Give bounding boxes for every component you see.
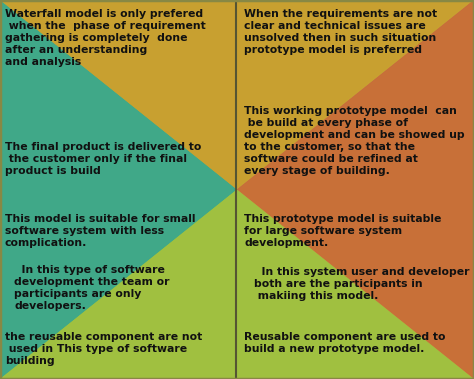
Text: the reusable component are not
 used in This type of software
building: the reusable component are not used in T… (5, 332, 202, 366)
Text: This working prototype model  can
 be build at every phase of
development and ca: This working prototype model can be buil… (244, 106, 465, 176)
Text: In this system user and developer
both are the participants in
 makiing this mod: In this system user and developer both a… (254, 267, 469, 301)
Text: This model is suitable for small
software system with less
complication.: This model is suitable for small softwar… (5, 214, 195, 248)
Polygon shape (237, 190, 474, 379)
Text: Reusable component are used to
build a new prototype model.: Reusable component are used to build a n… (244, 332, 446, 354)
Text: This prototype model is suitable
for large software system
development.: This prototype model is suitable for lar… (244, 214, 441, 248)
Text: In this type of software
development the team or
participants are only
developer: In this type of software development the… (14, 265, 170, 311)
Polygon shape (0, 0, 474, 190)
Polygon shape (0, 0, 237, 190)
Text: Waterfall model is only prefered
 when the  phase of requirement
gathering is co: Waterfall model is only prefered when th… (5, 9, 206, 67)
Polygon shape (0, 0, 237, 379)
Text: The final product is delivered to
 the customer only if the final
product is bui: The final product is delivered to the cu… (5, 142, 201, 176)
Text: When the requirements are not
clear and technical issues are
unsolved then in su: When the requirements are not clear and … (244, 9, 437, 55)
Polygon shape (0, 190, 237, 379)
Polygon shape (0, 190, 474, 379)
Polygon shape (237, 0, 474, 379)
Polygon shape (237, 0, 474, 190)
